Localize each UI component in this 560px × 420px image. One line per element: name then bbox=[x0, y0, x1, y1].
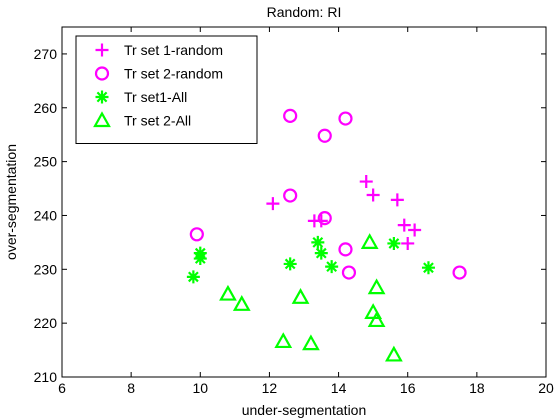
y-tick-label: 270 bbox=[34, 46, 58, 62]
data-point-plus bbox=[359, 175, 373, 189]
data-point-triangle bbox=[302, 334, 320, 351]
data-point-triangle bbox=[367, 311, 386, 328]
x-tick-label: 14 bbox=[331, 380, 347, 396]
y-axis-label: over-segmentation bbox=[3, 144, 19, 260]
legend-marker-triangle bbox=[93, 111, 111, 128]
x-tick-label: 16 bbox=[400, 380, 416, 396]
series-3 bbox=[186, 235, 435, 284]
data-point-circle bbox=[317, 211, 332, 226]
chart-title: Random: RI bbox=[267, 4, 342, 20]
data-point-asterisk bbox=[314, 246, 328, 260]
y-tick-label: 250 bbox=[34, 154, 58, 170]
data-point-asterisk bbox=[421, 261, 435, 275]
data-point-circle bbox=[189, 227, 204, 242]
x-axis-label: under-segmentation bbox=[242, 402, 367, 418]
data-points bbox=[186, 108, 467, 362]
data-point-plus bbox=[408, 223, 422, 237]
data-point-circle bbox=[452, 265, 467, 280]
y-tick-label: 220 bbox=[34, 315, 58, 331]
data-point-triangle bbox=[219, 284, 237, 301]
y-tick-label: 230 bbox=[34, 261, 58, 277]
data-point-circle bbox=[338, 242, 353, 257]
data-point-circle bbox=[317, 128, 332, 143]
data-point-triangle bbox=[385, 345, 403, 362]
data-point-triangle bbox=[291, 288, 310, 304]
series-1 bbox=[266, 175, 422, 250]
data-point-plus bbox=[401, 236, 415, 250]
data-point-plus bbox=[366, 188, 380, 202]
legend-marker-circle bbox=[94, 66, 110, 81]
series-4 bbox=[219, 233, 403, 362]
y-tick-label: 210 bbox=[34, 369, 58, 385]
y-tick-label: 260 bbox=[34, 100, 58, 116]
legend-label: Tr set 2-random bbox=[124, 66, 223, 82]
y-tick-label: 240 bbox=[34, 207, 58, 223]
legend-label: Tr set 1-random bbox=[124, 42, 223, 58]
data-point-asterisk bbox=[193, 252, 207, 266]
data-point-asterisk bbox=[387, 236, 401, 250]
x-tick-label: 20 bbox=[538, 380, 554, 396]
data-point-asterisk bbox=[283, 257, 297, 271]
data-point-circle bbox=[338, 111, 353, 126]
x-tick-label: 12 bbox=[262, 380, 278, 396]
data-point-triangle bbox=[367, 278, 386, 295]
x-tick-label: 8 bbox=[127, 380, 135, 396]
data-point-triangle bbox=[232, 295, 251, 311]
legend-label: Tr set1-All bbox=[124, 89, 187, 105]
data-point-plus bbox=[397, 218, 411, 232]
data-point-circle bbox=[341, 265, 357, 280]
legend-marker-asterisk bbox=[95, 90, 109, 104]
data-point-plus bbox=[314, 214, 328, 228]
data-point-circle bbox=[283, 188, 298, 203]
data-point-plus bbox=[266, 197, 280, 211]
series-2 bbox=[189, 108, 467, 280]
data-point-plus bbox=[390, 193, 404, 207]
data-point-triangle bbox=[360, 233, 379, 249]
data-point-asterisk bbox=[311, 235, 325, 249]
data-point-triangle bbox=[274, 332, 293, 349]
axis-ticks: 6 8 10 12 14 16 18 20 210 220 230 240 250 260 270 bbox=[34, 27, 554, 396]
data-point-circle bbox=[283, 108, 298, 123]
x-tick-label: 18 bbox=[469, 380, 485, 396]
x-tick-label: 6 bbox=[58, 380, 66, 396]
legend-label: Tr set 2-All bbox=[124, 113, 191, 129]
legend-marker-plus bbox=[95, 43, 109, 57]
data-point-asterisk bbox=[325, 260, 339, 274]
data-point-asterisk bbox=[186, 270, 200, 284]
x-tick-label: 10 bbox=[192, 380, 208, 396]
legend: Tr set 1-random Tr set 2-random Tr set1-Al… bbox=[75, 35, 258, 144]
